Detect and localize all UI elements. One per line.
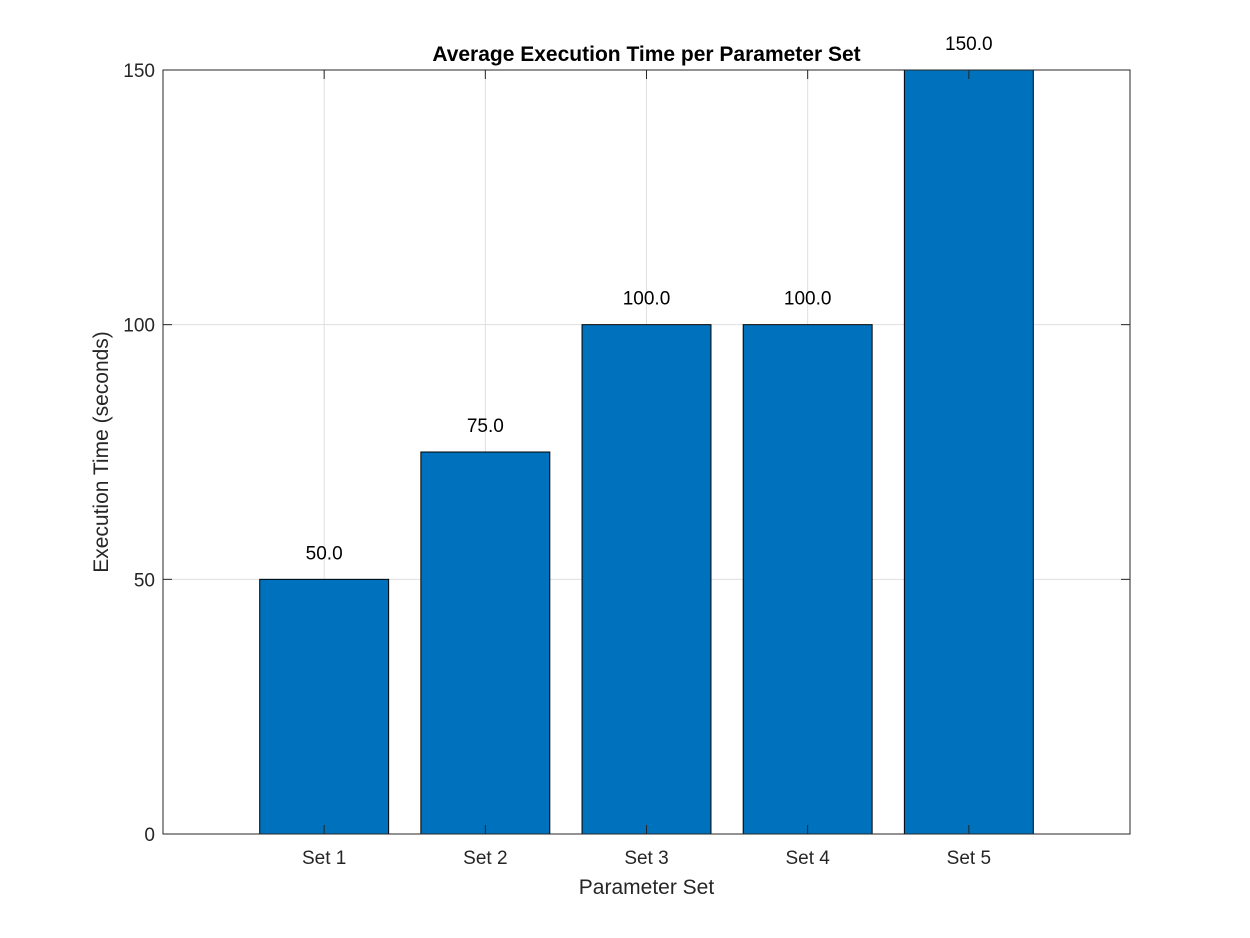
x-tick-label: Set 2 — [463, 848, 507, 869]
bar-5 — [903, 69, 1034, 835]
bar-3 — [581, 324, 712, 835]
bar-2 — [420, 451, 551, 835]
y-tick-label: 0 — [144, 825, 155, 846]
y-axis-label: Execution Time (seconds) — [90, 331, 113, 573]
x-tick-label: Set 1 — [302, 848, 346, 869]
y-tick-label: 50 — [134, 570, 155, 591]
bar-value-label: 50.0 — [306, 543, 343, 564]
x-tick-label: Set 5 — [947, 848, 991, 869]
bar-1 — [259, 578, 390, 835]
x-tick-label: Set 3 — [624, 848, 668, 869]
bar-value-label: 75.0 — [467, 416, 504, 437]
chart-title: Average Execution Time per Parameter Set — [432, 43, 860, 66]
bar-value-label: 100.0 — [784, 289, 832, 310]
x-axis-label: Parameter Set — [579, 876, 715, 899]
bar-4 — [742, 324, 873, 835]
bar-value-label: 100.0 — [623, 289, 671, 310]
bar-layer — [259, 69, 1034, 835]
y-tick-label: 150 — [123, 61, 155, 82]
y-tick-label: 100 — [123, 316, 155, 337]
x-tick-label: Set 4 — [785, 848, 830, 869]
tick-layer — [163, 69, 1130, 835]
label-layer: 0 50 100 150 Set 1 50.0 Set 2 75.0 Set 3 100.0 Set… — [123, 34, 992, 869]
bar-value-label: 150.0 — [945, 34, 993, 55]
